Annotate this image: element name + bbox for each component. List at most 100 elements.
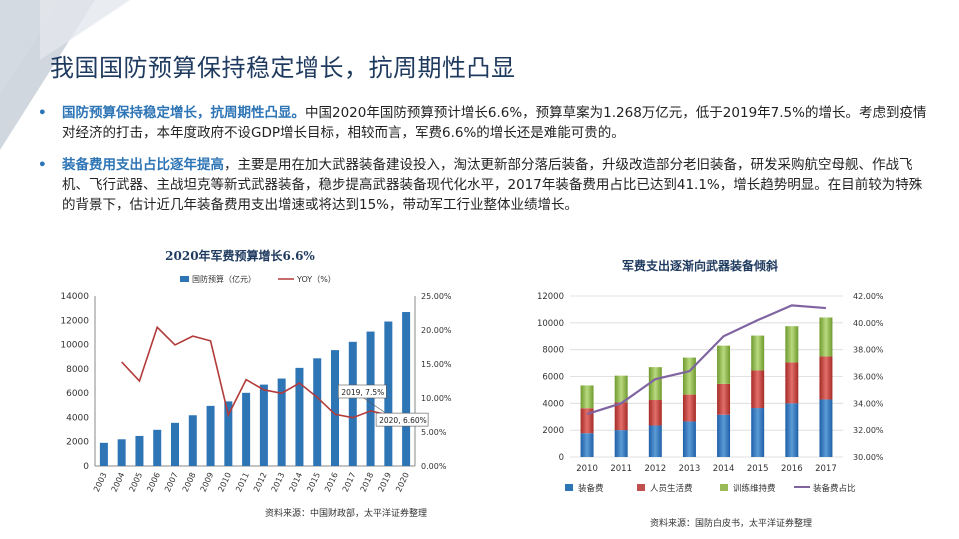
equipment-bar [648,425,662,457]
x-tick-label: 2009 [199,471,216,493]
training-bar [580,385,594,409]
equipment-bar [751,408,765,457]
equipment-bar [614,430,628,457]
left-tick-label: 6000 [66,389,89,399]
bullet-text: 中国2020年国防预算预计增长6.6%，预算草案为1.268万亿元，低于2019… [62,105,927,141]
left-tick-label: 2000 [542,426,564,436]
bullet-dot: • [38,105,47,121]
personnel-bar [751,370,765,409]
legend-personnel-label: 人员生活费 [650,483,693,494]
chart2-title: 军费支出逐渐向武器装备倾斜 [621,259,778,273]
budget-bar [295,367,304,466]
corner-decoration [0,0,130,150]
left-tick-label: 0 [83,462,89,472]
equipment-bar [785,403,799,457]
x-tick-label: 2017 [815,464,837,474]
training-bar [682,357,696,395]
budget-bar [331,350,339,466]
right-tick-label: 0.00% [421,462,447,471]
bullet-budget-growth: • 国防预算保持稳定增长，抗周期性凸显。中国2020年国防预算预计增长6.6%，… [38,103,928,143]
budget-bar [206,405,215,466]
legend-equipment-swatch [565,484,573,491]
bullet-highlight: 国防预算保持稳定增长，抗周期性凸显。 [62,105,305,121]
budget-bar [402,312,411,466]
x-tick-label: 2018 [359,471,376,493]
budget-bar [348,341,357,466]
personnel-bar [717,383,731,415]
x-tick-label: 2007 [163,471,180,493]
x-tick-label: 2014 [713,464,735,474]
budget-bar [259,384,268,466]
right-tick-label: 40.00% [853,319,884,328]
chart1-source: 资料来源：中国财政部，太平洋证券整理 [265,509,428,519]
bullet-highlight: 装备费用支出占比逐年提高 [62,157,224,173]
right-tick-label: 5.00% [421,428,447,437]
legend-swatch-budget [180,276,189,282]
x-tick-label: 2019 [376,471,393,493]
chart2-source: 资料来源：国防白皮书，太平洋证券整理 [650,519,813,529]
chart1-budget-yoy: 国防预算（亿元） YOY（%） 0 2000 4000 6000 8000 10000 1200… [60,274,452,493]
annotation-label: 2020, 6.60% [379,416,427,425]
left-tick-label: 10000 [60,341,89,351]
right-tick-label: 15.00% [421,360,452,369]
x-tick-label: 2006 [145,471,162,493]
right-tick-label: 32.00% [853,426,884,435]
training-bar [648,367,662,401]
equipment-share-line [586,304,827,416]
x-tick-label: 2014 [287,471,304,493]
right-tick-label: 30.00% [853,453,884,462]
bullet-equipment-share: • 装备费用支出占比逐年提高，主要是用在加大武器装备建设投入，淘汰更新部分落后装… [38,155,928,215]
x-tick-label: 2011 [610,464,632,474]
left-tick-label: 10000 [537,319,564,329]
equipment-bar [682,421,696,457]
right-tick-label: 36.00% [853,373,884,382]
x-tick-label: 2020 [394,471,411,493]
left-tick-label: 6000 [542,373,564,383]
right-tick-label: 25.00% [421,292,452,301]
training-bar [751,335,765,371]
x-tick-label: 2008 [181,471,198,493]
chart1-title: 2020年军费预算增长6.6% [165,249,315,263]
bullet-text: ，主要是用在加大武器装备建设投入，淘汰更新部分落后装备，升级改造部分老旧装备，研… [62,157,923,213]
budget-bar [117,439,126,466]
x-tick-label: 2017 [341,471,358,493]
budget-bar [153,429,162,466]
equipment-bar [819,399,833,457]
yoy-line [121,325,407,422]
legend-label-budget: 国防预算（亿元） [192,274,256,284]
budget-bar [384,321,393,466]
x-tick-label: 2005 [127,471,144,493]
training-bar [785,326,799,363]
annotation-box [338,384,387,399]
right-tick-label: 34.00% [853,399,884,408]
left-tick-label: 4000 [66,413,89,423]
x-tick-label: 2004 [110,471,127,493]
x-tick-label: 2013 [270,471,287,493]
budget-bar [313,358,322,466]
annotation-label: 2019, 7.5% [341,388,384,397]
budget-bar [277,378,286,466]
training-bar [614,375,628,403]
left-tick-label: 8000 [66,365,89,375]
x-tick-label: 2012 [252,471,269,493]
training-bar [717,345,731,384]
training-bar [819,317,833,357]
personnel-bar [648,400,662,426]
budget-bar [242,392,251,466]
personnel-bar [819,356,833,400]
x-tick-label: 2003 [92,471,109,493]
budget-bar [99,442,108,466]
x-tick-label: 2016 [781,464,803,474]
x-tick-label: 2015 [747,464,769,474]
right-tick-label: 10.00% [421,394,452,403]
personnel-bar [682,394,696,422]
right-tick-label: 38.00% [853,346,884,355]
legend-equipment-share-label: 装备费占比 [813,483,856,494]
personnel-bar [785,362,799,404]
x-tick-label: 2016 [323,471,340,493]
x-tick-label: 2010 [216,471,233,493]
x-tick-label: 2015 [305,471,322,493]
x-tick-label: 2010 [576,464,598,474]
annotation-leader [362,396,389,416]
left-tick-label: 12000 [60,316,89,326]
